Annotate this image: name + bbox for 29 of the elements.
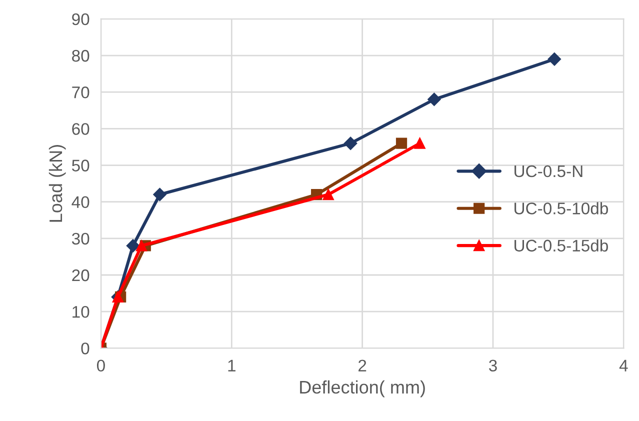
y-tick-label: 70 (72, 86, 90, 98)
legend-label: UC-0.5-15db (514, 239, 608, 252)
point (136, 240, 148, 252)
y-tick-label: 50 (72, 160, 90, 172)
x-tick-label: 1 (228, 360, 236, 372)
point (396, 138, 408, 149)
y-tick-label: 80 (72, 50, 90, 62)
y-tick-label: 30 (72, 232, 90, 245)
point (548, 52, 561, 66)
point (414, 138, 426, 149)
point (428, 92, 441, 106)
y-tick-label: 20 (72, 269, 90, 282)
x-tick-label: 3 (488, 360, 497, 372)
point (126, 239, 140, 252)
y-tick-label: 60 (72, 123, 90, 135)
y-tick-label: 0 (81, 342, 90, 354)
point (153, 188, 166, 202)
x-axis-title: Deflection( mm) (300, 380, 425, 398)
x-tick-label: 2 (358, 360, 366, 372)
x-tick-label: 0 (96, 360, 105, 372)
legend-label: UC-0.5-10db (514, 202, 608, 214)
y-tick-label: 40 (72, 196, 90, 208)
y-tick-label: 90 (72, 13, 90, 26)
y-axis-title: Load (kN) (48, 145, 66, 222)
point (322, 188, 334, 200)
y-tick-label: 10 (72, 306, 90, 318)
point (344, 136, 358, 150)
x-tick-label: 4 (619, 360, 628, 372)
legend-label: UC-0.5-N (514, 165, 582, 178)
